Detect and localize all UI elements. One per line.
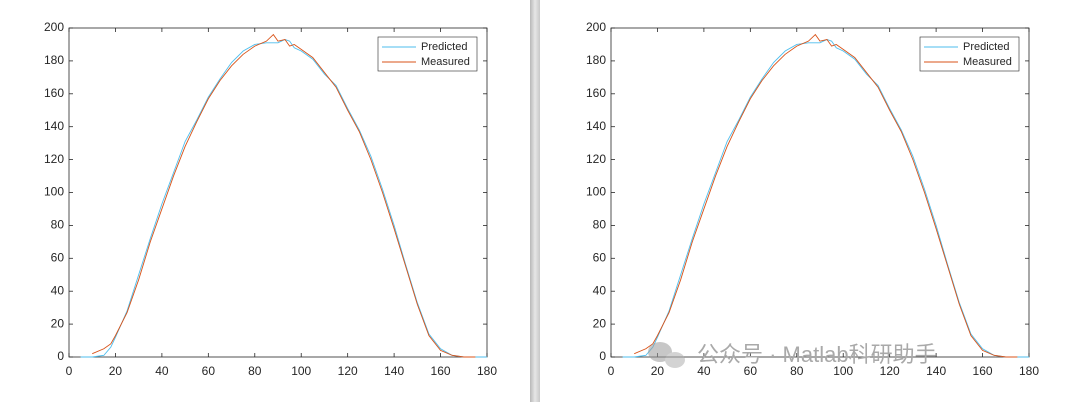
- y-tick-label: 120: [44, 152, 64, 166]
- y-tick-label: 100: [586, 185, 606, 199]
- x-tick-label: 140: [384, 364, 404, 378]
- y-tick-label: 60: [51, 250, 65, 264]
- y-tick-label: 140: [586, 119, 606, 133]
- legend-label: Predicted: [963, 41, 1009, 53]
- legend-box: [377, 36, 478, 72]
- y-tick-label: 140: [44, 119, 64, 133]
- legend-label: Measured: [963, 56, 1012, 68]
- x-tick-label: 20: [651, 364, 665, 378]
- y-tick-label: 160: [586, 86, 606, 100]
- chart: 0 20 40 60 80 100 120 140 160 180 200 0 20 40 60 80 100 1…: [586, 20, 1039, 378]
- x-tick-label: 140: [926, 364, 946, 378]
- series-line: [80, 39, 487, 358]
- y-tick-label: 200: [44, 20, 64, 34]
- plot-area: [68, 27, 488, 358]
- legend-label: Measured: [421, 56, 470, 68]
- x-tick-label: 160: [973, 364, 993, 378]
- series-line: [92, 33, 476, 358]
- x-tick-label: 60: [744, 364, 758, 378]
- x-tick-label: 0: [608, 364, 615, 378]
- x-tick-label: 160: [431, 364, 451, 378]
- y-tick-label: 0: [57, 349, 64, 363]
- y-tick-label: 20: [51, 316, 65, 330]
- series-line: [622, 39, 1029, 358]
- y-tick-label: 40: [51, 283, 65, 297]
- series-line: [634, 33, 1018, 358]
- y-tick-label: 200: [586, 20, 606, 34]
- y-tick-label: 40: [593, 283, 607, 297]
- x-tick-label: 80: [790, 364, 804, 378]
- x-tick-label: 100: [291, 364, 311, 378]
- y-tick-label: 0: [599, 349, 606, 363]
- y-tick-label: 20: [593, 316, 607, 330]
- plot-area: [610, 27, 1030, 358]
- legend-label: Predicted: [421, 41, 467, 53]
- x-tick-label: 20: [109, 364, 123, 378]
- y-tick-label: 100: [44, 185, 64, 199]
- x-tick-label: 180: [1019, 364, 1039, 378]
- x-tick-label: 80: [248, 364, 262, 378]
- x-tick-label: 100: [833, 364, 853, 378]
- y-tick-label: 180: [586, 53, 606, 67]
- chart: 0 20 40 60 80 100 120 140 160 180 200 0 20 40 60 80 100 1…: [44, 20, 497, 378]
- x-tick-label: 120: [338, 364, 358, 378]
- legend-box: [919, 36, 1020, 72]
- y-tick-label: 60: [593, 250, 607, 264]
- watermark-icon: [648, 342, 685, 368]
- y-tick-label: 120: [586, 152, 606, 166]
- y-tick-label: 180: [44, 53, 64, 67]
- window-gap: [530, 0, 540, 402]
- x-tick-label: 40: [697, 364, 711, 378]
- y-tick-label: 160: [44, 86, 64, 100]
- y-tick-label: 80: [593, 218, 607, 232]
- x-tick-label: 120: [880, 364, 900, 378]
- x-tick-label: 60: [202, 364, 216, 378]
- x-tick-label: 180: [477, 364, 497, 378]
- x-tick-label: 0: [66, 364, 73, 378]
- y-tick-label: 80: [51, 218, 65, 232]
- watermark: 公众号 · Matlab科研助手: [697, 342, 937, 367]
- x-tick-label: 40: [155, 364, 169, 378]
